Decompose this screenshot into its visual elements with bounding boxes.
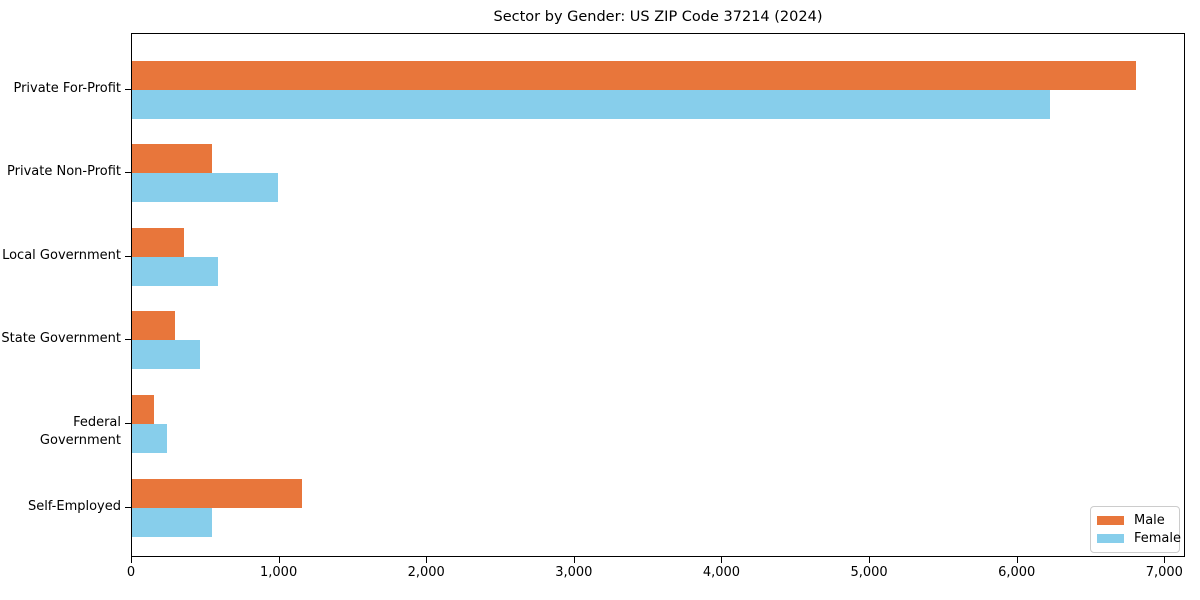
bar-male-2 (132, 227, 184, 257)
bar-male-3 (132, 311, 175, 341)
y-tick-label: Private For-Profit (13, 80, 121, 96)
x-tick-mark (869, 557, 871, 563)
x-tick-label: 5,000 (850, 565, 888, 580)
bar-male-5 (132, 478, 302, 508)
y-tick-mark (125, 422, 131, 424)
bar-female-3 (132, 340, 200, 370)
x-tick-label: 0 (126, 565, 136, 580)
x-tick-mark (1016, 557, 1018, 563)
bar-female-0 (132, 89, 1050, 119)
female-series-swatch-icon (1097, 534, 1124, 544)
y-tick-label: Self-Employed (27, 498, 121, 514)
x-tick-label: 2,000 (407, 565, 445, 580)
y-tick-label: Local Government (2, 247, 121, 263)
male-series-swatch-icon (1097, 515, 1124, 525)
bar-female-4 (132, 423, 167, 453)
y-tick-mark (125, 172, 131, 174)
x-tick-label: 7,000 (1145, 565, 1183, 580)
x-tick-mark (131, 557, 132, 563)
y-tick-label: Private Non-Profit (7, 164, 121, 180)
legend: Male Female (1090, 506, 1181, 553)
y-tick-mark (125, 88, 131, 90)
x-tick-label: 1,000 (260, 565, 298, 580)
y-tick-mark (125, 506, 131, 508)
bar-male-1 (132, 144, 212, 174)
bar-male-4 (132, 394, 154, 424)
plot-area (131, 33, 1185, 557)
bar-female-5 (132, 507, 212, 537)
y-tick-label: Federal Government (39, 414, 121, 448)
y-tick-mark (125, 339, 131, 341)
x-tick-mark (426, 557, 428, 563)
bar-male-0 (132, 60, 1136, 90)
x-tick-mark (573, 557, 575, 563)
x-tick-label: 4,000 (702, 565, 741, 580)
bar-female-1 (132, 173, 278, 203)
x-tick-label: 6,000 (998, 565, 1036, 580)
y-tick-mark (125, 255, 131, 257)
x-tick-mark (721, 557, 723, 563)
x-tick-mark (1164, 557, 1166, 563)
chart-title: Sector by Gender: US ZIP Code 37214 (202… (493, 9, 823, 25)
x-tick-mark (278, 557, 280, 563)
x-tick-label: 3,000 (555, 565, 593, 580)
legend-entry-male: Male (1097, 514, 1173, 527)
legend-entry-female: Female (1097, 532, 1181, 545)
bar-female-2 (132, 256, 218, 286)
legend-label-male: Male (1134, 512, 1165, 528)
y-tick-label: State Government (1, 331, 121, 347)
legend-label-female: Female (1134, 531, 1182, 547)
